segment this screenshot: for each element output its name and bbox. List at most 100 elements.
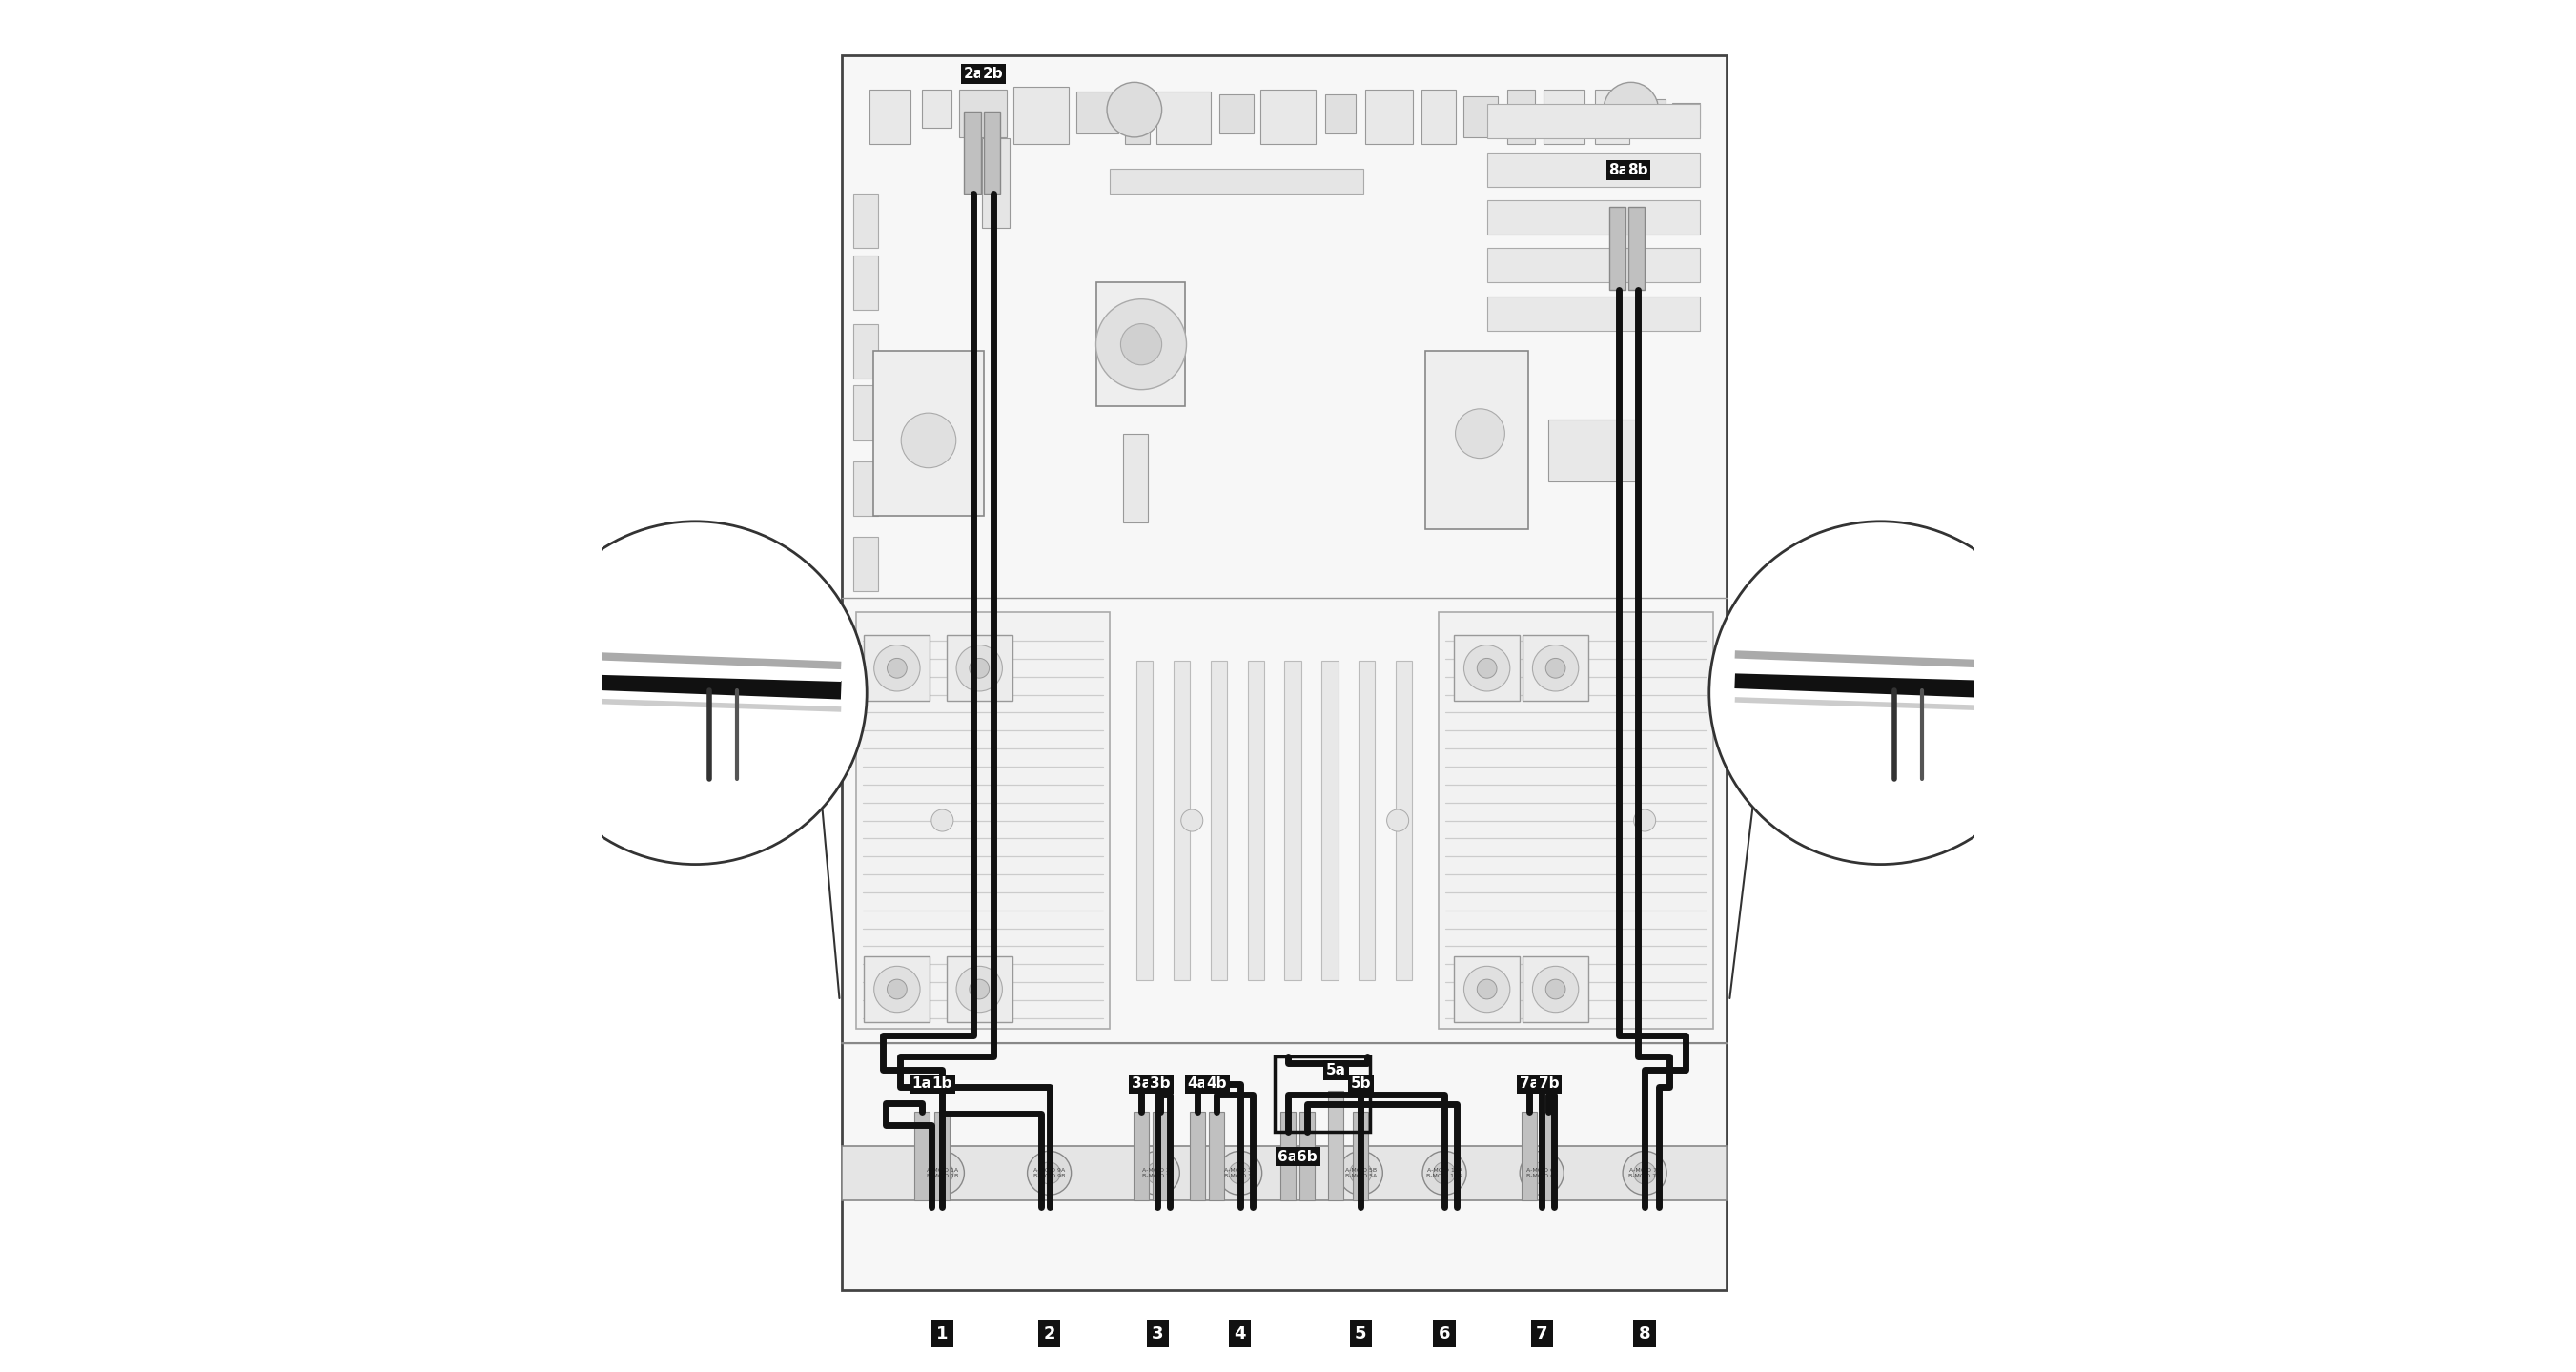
Circle shape (1602, 82, 1659, 137)
Bar (914, 1111, 930, 1200)
Bar (853, 324, 878, 379)
Circle shape (1386, 809, 1409, 831)
Bar (1352, 1111, 1368, 1200)
Bar (1280, 1111, 1296, 1200)
Circle shape (1476, 980, 1497, 999)
Bar (1425, 351, 1528, 530)
Bar (1595, 89, 1631, 144)
Bar (1540, 1111, 1556, 1200)
Circle shape (1432, 1162, 1455, 1184)
Bar (1247, 660, 1265, 981)
Bar (1154, 1111, 1167, 1200)
Bar (871, 89, 912, 144)
Circle shape (1422, 1151, 1466, 1195)
Bar (1638, 99, 1664, 133)
Bar (1095, 283, 1185, 406)
Text: 6a: 6a (1278, 1150, 1298, 1163)
Circle shape (1028, 1151, 1072, 1195)
Circle shape (1136, 1151, 1180, 1195)
Bar (1486, 248, 1700, 283)
Text: A-MCIO 9A
B-MCIO 9B: A-MCIO 9A B-MCIO 9B (1033, 1168, 1066, 1179)
Bar (1123, 434, 1149, 523)
Bar (1321, 660, 1337, 981)
Bar (1672, 103, 1700, 128)
Bar (1507, 89, 1535, 144)
Circle shape (1633, 809, 1656, 831)
Bar (1543, 89, 1584, 144)
Text: 4a: 4a (1188, 1077, 1208, 1091)
Text: A-MCIO 7B
B-MCIO 7A: A-MCIO 7B B-MCIO 7A (1628, 1168, 1662, 1179)
Circle shape (1623, 1151, 1667, 1195)
Bar (853, 386, 878, 440)
Bar (1077, 92, 1118, 133)
Text: 1b: 1b (933, 1077, 953, 1091)
Text: 8: 8 (1638, 1325, 1651, 1342)
Text: 2a: 2a (963, 67, 984, 81)
Circle shape (920, 1151, 963, 1195)
Bar (945, 635, 1012, 701)
Circle shape (886, 980, 907, 999)
Bar (1208, 1111, 1224, 1200)
Text: 8a: 8a (1607, 163, 1628, 177)
Circle shape (1708, 521, 2053, 864)
Bar (935, 1111, 951, 1200)
Bar (1522, 956, 1589, 1022)
Bar (1136, 660, 1154, 981)
Circle shape (1038, 1162, 1061, 1184)
Text: A-MCIO 6A
B-MCIO 6B: A-MCIO 6A B-MCIO 6B (1525, 1168, 1558, 1179)
Bar (1396, 660, 1412, 981)
Circle shape (1463, 966, 1510, 1013)
Text: 6: 6 (1437, 1325, 1450, 1342)
Text: A-MCIO 1A
B-MCIO 1B: A-MCIO 1A B-MCIO 1B (927, 1168, 958, 1179)
Circle shape (1476, 659, 1497, 678)
Bar (855, 612, 1110, 1029)
Bar (1211, 660, 1226, 981)
Circle shape (1455, 409, 1504, 458)
Bar (873, 351, 984, 516)
Circle shape (1218, 1151, 1262, 1195)
Bar (1548, 420, 1638, 482)
Bar (853, 193, 878, 248)
Bar (863, 635, 930, 701)
Bar (1126, 89, 1149, 144)
Circle shape (523, 521, 868, 864)
Circle shape (1180, 809, 1203, 831)
Bar (1301, 1111, 1314, 1200)
Bar (853, 536, 878, 591)
Circle shape (1095, 299, 1188, 390)
Circle shape (1108, 82, 1162, 137)
Circle shape (956, 645, 1002, 691)
Bar (853, 461, 878, 516)
Bar (1440, 612, 1713, 1029)
Circle shape (933, 809, 953, 831)
Bar (1012, 86, 1069, 144)
Text: 3b: 3b (1149, 1077, 1170, 1091)
Bar (1260, 89, 1316, 144)
Text: 5a: 5a (1327, 1063, 1347, 1077)
Bar (863, 956, 930, 1022)
Bar (842, 1146, 1726, 1200)
Text: A-MCIO 2B
B-MCIO 2A: A-MCIO 2B B-MCIO 2A (1141, 1168, 1175, 1179)
Circle shape (1121, 324, 1162, 365)
Text: 2b: 2b (981, 67, 1002, 81)
Circle shape (969, 659, 989, 678)
Text: 4b: 4b (1206, 1077, 1226, 1091)
Circle shape (873, 645, 920, 691)
Bar (1610, 207, 1625, 289)
Text: 1a: 1a (912, 1077, 933, 1091)
Text: 8b: 8b (1628, 163, 1649, 177)
Circle shape (1633, 1162, 1656, 1184)
Bar (945, 956, 1012, 1022)
Text: 7b: 7b (1538, 1077, 1558, 1091)
Circle shape (1546, 980, 1566, 999)
Text: 7a: 7a (1520, 1077, 1540, 1091)
Bar (1486, 104, 1700, 139)
Circle shape (969, 980, 989, 999)
Bar (1190, 1111, 1206, 1200)
Bar (1628, 207, 1643, 289)
Bar (1453, 956, 1520, 1022)
Bar (1218, 95, 1255, 133)
Bar (1522, 1111, 1538, 1200)
Bar (1522, 635, 1589, 701)
Text: 7: 7 (1535, 1325, 1548, 1342)
